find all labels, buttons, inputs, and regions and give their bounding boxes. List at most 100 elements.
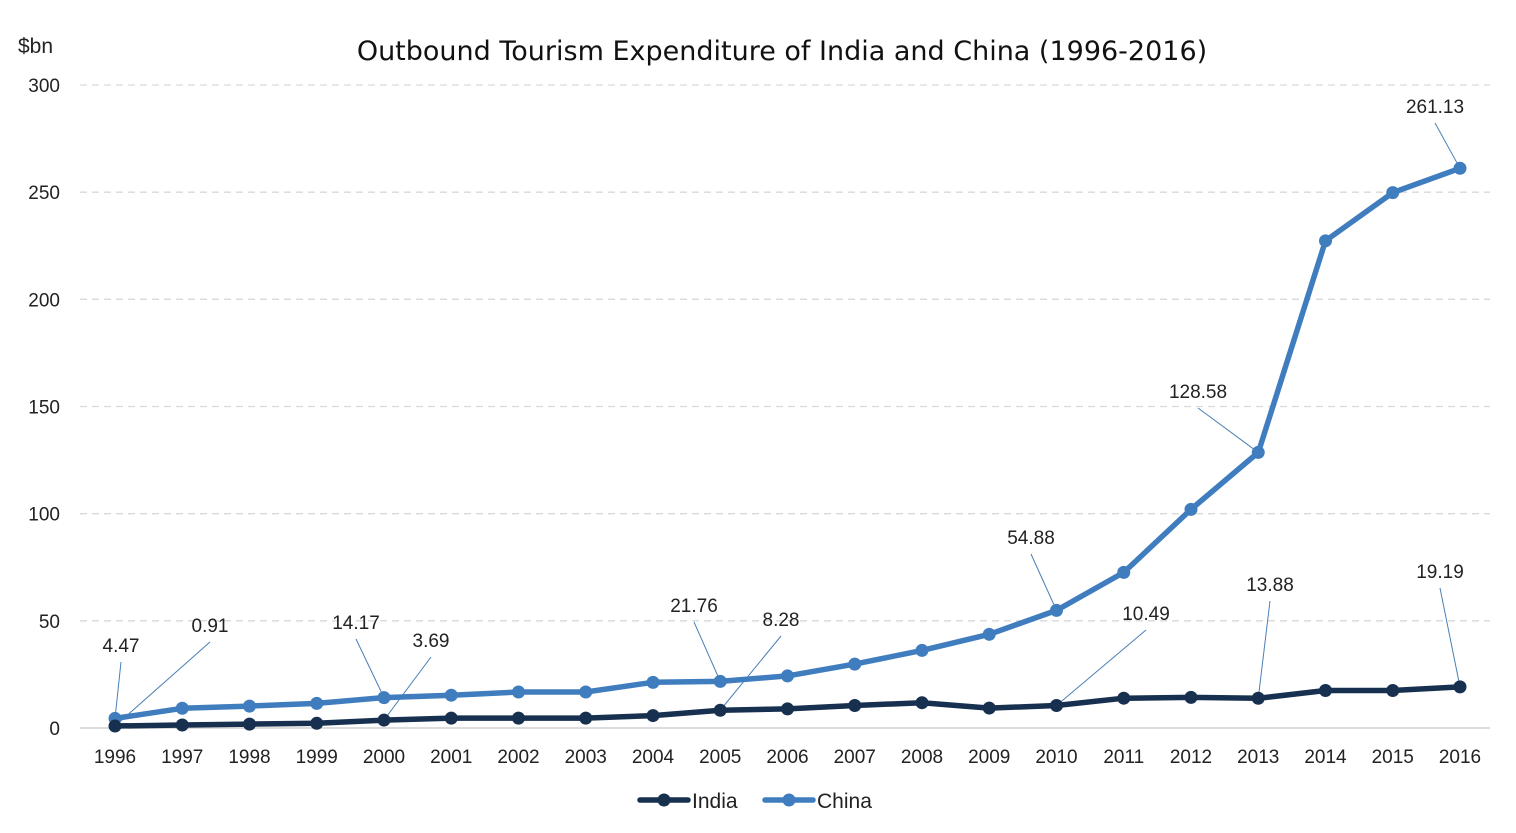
data-point-india <box>512 711 525 725</box>
data-label-india: 10.49 <box>1122 604 1170 625</box>
series-line-china <box>112 165 1463 722</box>
data-point-china <box>1251 445 1265 459</box>
data-point-china <box>175 701 189 715</box>
label-leader-lines <box>114 122 1461 727</box>
y-tick-label: 100 <box>28 505 60 526</box>
data-point-india <box>108 719 122 733</box>
x-tick-label: 2009 <box>968 747 1010 768</box>
data-point-china <box>848 657 862 671</box>
data-point-india <box>175 718 189 732</box>
data-point-china <box>1319 234 1332 248</box>
x-tick-label: 2016 <box>1439 747 1481 768</box>
data-point-china <box>1386 186 1400 200</box>
leader-line <box>383 656 432 721</box>
data-point-china <box>713 674 727 688</box>
leader-line <box>114 661 122 719</box>
data-point-china <box>982 627 996 641</box>
data-point-india <box>444 711 458 725</box>
x-tick-label: 2006 <box>766 747 808 768</box>
leader-line <box>1434 122 1461 169</box>
x-tick-label: 2001 <box>430 747 472 768</box>
leader-line <box>1030 553 1057 611</box>
legend-swatch-marker <box>657 793 671 807</box>
x-tick-label: 2011 <box>1103 747 1144 768</box>
x-tick-label: 2007 <box>834 747 876 768</box>
data-point-china <box>579 685 593 699</box>
data-label-china: 4.47 <box>103 636 140 657</box>
data-point-india <box>1386 683 1400 697</box>
data-point-india <box>982 701 996 715</box>
x-tick-label: 2000 <box>363 747 405 768</box>
data-label-india: 13.88 <box>1246 575 1294 596</box>
data-point-india <box>243 717 256 731</box>
legend-label: India <box>692 790 738 813</box>
legend: India China <box>637 790 872 813</box>
data-point-china <box>1050 603 1063 617</box>
data-label-china: 21.76 <box>670 596 718 617</box>
x-tick-label: 2008 <box>901 747 943 768</box>
data-label-india: 3.69 <box>413 631 450 652</box>
x-tick-label: 2004 <box>632 747 675 768</box>
data-point-india <box>579 711 593 725</box>
x-tick-label: 2015 <box>1372 747 1414 768</box>
leader-line <box>114 641 211 727</box>
x-axis-ticks: 1996 1997 1998 1999 2000 2001 2002 2003 2004 2005… <box>94 747 1481 768</box>
data-label-india: 19.19 <box>1416 562 1464 583</box>
leader-line <box>1056 629 1147 706</box>
x-tick-label: 1996 <box>94 747 136 768</box>
data-point-china <box>377 691 391 705</box>
leader-line <box>1197 407 1259 453</box>
data-label-china: 128.58 <box>1169 382 1227 403</box>
x-tick-label: 1998 <box>228 747 270 768</box>
data-point-india <box>915 696 929 710</box>
x-tick-label: 2014 <box>1304 747 1347 768</box>
legend-label: China <box>817 790 872 813</box>
data-point-china <box>1184 502 1198 516</box>
data-point-india <box>781 702 794 716</box>
y-tick-label: 250 <box>28 183 60 204</box>
data-point-china <box>310 696 324 710</box>
data-point-china <box>444 688 458 702</box>
y-tick-label: 50 <box>39 612 60 633</box>
data-labels: 4.47 14.17 21.76 54.88 128.58 261.13 0.91 3.69 8… <box>103 97 1465 657</box>
data-label-india: 8.28 <box>763 610 800 631</box>
data-point-india <box>1050 699 1063 713</box>
data-point-india <box>1251 691 1265 705</box>
data-point-china <box>781 669 794 683</box>
y-tick-label: 300 <box>28 76 60 97</box>
x-tick-label: 2010 <box>1035 747 1077 768</box>
x-tick-label: 1999 <box>296 747 338 768</box>
data-point-india <box>713 703 727 717</box>
data-point-india <box>310 716 324 730</box>
y-tick-label: 200 <box>28 290 60 311</box>
data-point-china <box>512 685 525 699</box>
data-point-india <box>1453 680 1467 694</box>
x-tick-label: 2005 <box>699 747 741 768</box>
y-axis-ticks: 0 50 100 150 200 250 300 <box>28 76 60 740</box>
leader-line <box>693 621 721 682</box>
series-lines <box>108 161 1467 733</box>
leader-line <box>1439 587 1461 687</box>
data-point-india <box>1117 691 1131 705</box>
data-point-china <box>1453 161 1467 175</box>
data-point-india <box>1184 690 1198 704</box>
x-tick-label: 1997 <box>161 747 203 768</box>
data-point-india <box>1319 683 1332 697</box>
data-point-india <box>377 713 391 727</box>
data-label-india: 0.91 <box>192 616 229 637</box>
data-point-india <box>646 709 660 723</box>
gridlines <box>80 84 1490 729</box>
data-point-china <box>915 643 929 657</box>
data-point-china <box>1117 565 1131 579</box>
x-tick-label: 2012 <box>1170 747 1212 768</box>
data-point-china <box>243 699 256 713</box>
legend-swatch-marker <box>782 793 796 807</box>
x-tick-label: 2002 <box>497 747 539 768</box>
data-label-china: 261.13 <box>1406 97 1464 118</box>
y-tick-label: 150 <box>28 398 60 419</box>
x-tick-label: 2003 <box>565 747 607 768</box>
y-tick-label: 0 <box>49 719 60 740</box>
chart-title: Outbound Tourism Expenditure of India an… <box>357 36 1207 67</box>
